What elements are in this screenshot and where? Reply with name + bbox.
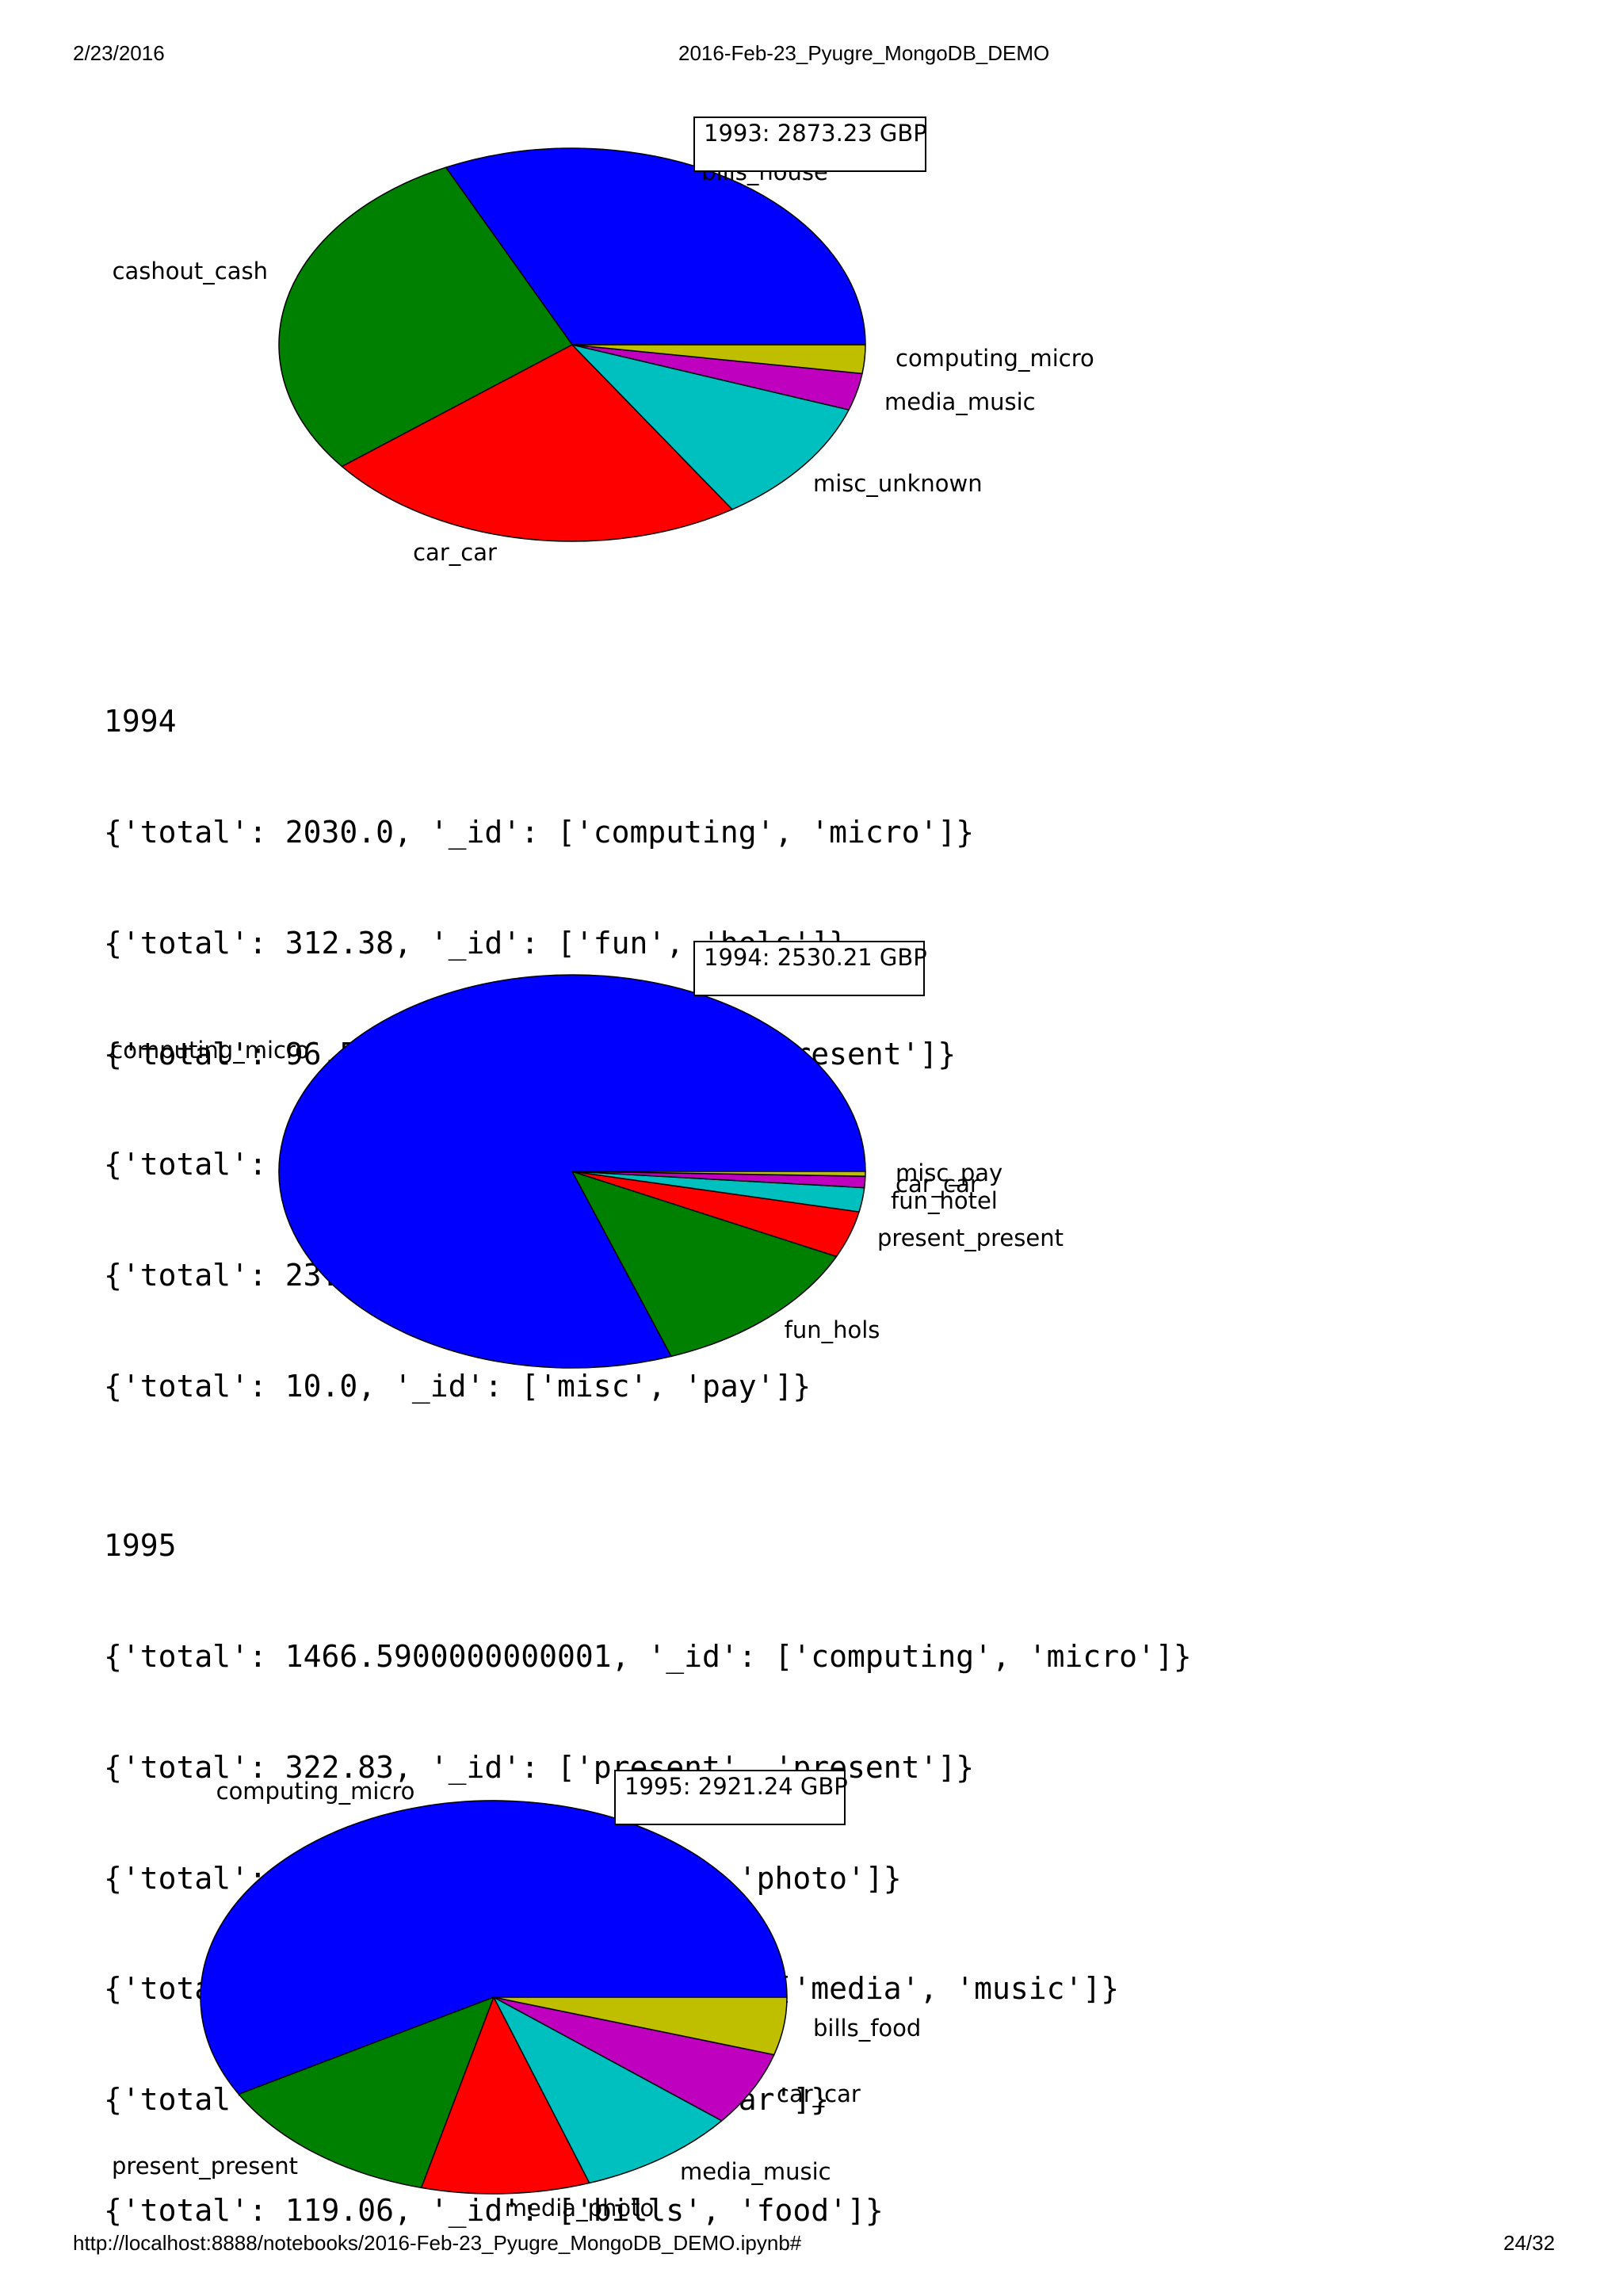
slice-label-media_music: media_music [680, 2158, 831, 2185]
slice-label-misc_pay: misc_pay [896, 1159, 1002, 1186]
pie-slice-computing_micro [200, 1800, 788, 2095]
print-page-number: 24/32 [1503, 2231, 1556, 2255]
slice-label-misc_unknown: misc_unknown [813, 470, 983, 497]
output-line: {'total': 10.0, '_id': ['misc', 'pay']} [104, 1368, 812, 1404]
slice-label-fun_hols: fun_hols [785, 1316, 880, 1343]
output-line: {'total': 119.06, '_id': ['bills', 'food… [104, 2192, 884, 2228]
output-line: {'total': 2030.0, '_id': ['computing', '… [104, 814, 975, 850]
pie-slice-computing_micro [571, 344, 866, 375]
chart-title-box [614, 1770, 846, 1825]
slice-label-car_car: car_car [413, 539, 497, 566]
slice-label-media_photo: media_photo [505, 2195, 654, 2222]
slice-label-car_car: car_car [777, 2080, 861, 2107]
pie-slice-media_music [493, 1996, 723, 2184]
slice-label-computing_micro: computing_micro [896, 345, 1094, 372]
chart-title: 1995: 2921.24 GBP [624, 1773, 848, 1800]
output-line: {'total': 1466.5900000000001, '_id': ['c… [104, 1638, 1192, 1674]
pie-slice-cashout_cash [278, 166, 573, 468]
pie-slice-bills_house [445, 147, 866, 346]
slice-label-present_present: present_present [877, 1224, 1064, 1251]
chart-title: 1993: 2873.23 GBP [704, 120, 927, 147]
pie-slice-misc_pay [571, 1171, 866, 1177]
pie-slice-bills_food [493, 1996, 788, 2056]
print-url: http://localhost:8888/notebooks/2016-Feb… [73, 2231, 802, 2255]
slice-label-bills_food: bills_food [813, 2015, 921, 2042]
pie-slice-car_car [341, 344, 733, 542]
chart-title-box [693, 941, 925, 996]
pie-slice-present_present [238, 1996, 495, 2189]
output-year: 1994 [104, 704, 177, 739]
slice-label-media_music: media_music [884, 388, 1036, 415]
chart-title: 1994: 2530.21 GBP [704, 944, 927, 971]
pie-chart-1994: computing_micro fun_hols present_present fu… [110, 941, 1064, 1369]
pie-chart-1995: computing_micro present_present media_phot… [112, 1770, 921, 2222]
slice-label-computing_micro: computing_micro [110, 1037, 309, 1064]
pie-slice-fun_hols [571, 1171, 838, 1358]
pie-chart-1993: bills_housecashout_cashcar_carmisc_unkno… [113, 117, 1094, 566]
print-date: 2/23/2016 [73, 41, 165, 65]
pie-slice-car_car [493, 1996, 775, 2122]
pie-slice-misc_unknown [571, 344, 850, 510]
slice-label-computing_micro: computing_micro [216, 1778, 415, 1805]
chart-title-box [693, 117, 926, 172]
pie-slice-media_photo [420, 1996, 590, 2195]
slice-label-car_car: car_car [896, 1171, 980, 1198]
slice-label-cashout_cash: cashout_cash [113, 258, 268, 285]
slice-label-present_present: present_present [112, 2153, 298, 2179]
print-title: 2016-Feb-23_Pyugre_MongoDB_DEMO [678, 41, 1050, 65]
output-year: 1995 [104, 1528, 177, 1564]
slice-label-fun_hotel: fun_hotel [891, 1187, 998, 1214]
pie-slice-computing_micro [278, 974, 866, 1369]
